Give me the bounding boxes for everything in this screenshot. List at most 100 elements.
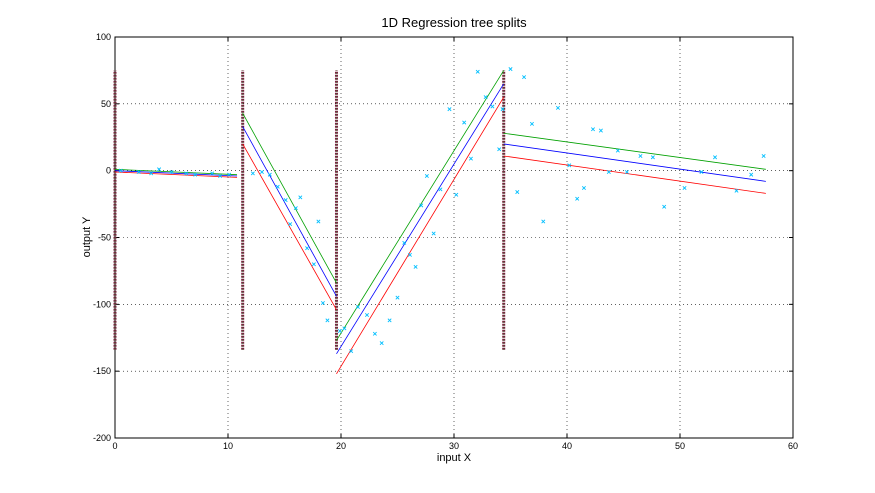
data-point: [349, 349, 354, 354]
data-point: [387, 318, 392, 323]
data-point: [395, 295, 400, 300]
data-point: [438, 187, 443, 192]
data-point: [227, 172, 232, 177]
data-point: [337, 329, 342, 334]
y-tick-label: -150: [93, 366, 111, 376]
chart-title: 1D Regression tree splits: [381, 15, 527, 30]
data-points: [118, 67, 766, 354]
data-point: [250, 171, 255, 176]
data-point: [407, 252, 412, 257]
data-point: [500, 107, 505, 112]
data-point: [490, 104, 495, 109]
data-point: [462, 120, 467, 125]
data-point: [567, 163, 572, 168]
data-point: [288, 222, 293, 227]
y-tick-label: -200: [93, 433, 111, 443]
x-axis-label: input X: [437, 452, 472, 464]
data-point: [342, 326, 347, 331]
data-point: [193, 172, 198, 177]
data-point: [267, 172, 272, 177]
data-point: [419, 203, 424, 208]
data-point: [275, 184, 280, 189]
data-point: [508, 67, 513, 72]
data-point: [169, 169, 174, 175]
data-point: [734, 188, 739, 193]
y-tick-label: -50: [98, 233, 111, 243]
x-tick-label: 60: [788, 441, 798, 451]
data-point: [581, 186, 586, 191]
data-point: [713, 155, 718, 160]
regression-line-blue: [503, 143, 766, 182]
data-point: [413, 264, 418, 269]
data-point: [157, 167, 162, 172]
data-point: [662, 204, 667, 209]
data-point: [149, 171, 154, 176]
regression-line-red: [242, 143, 337, 310]
data-point: [320, 300, 325, 306]
data-point: [590, 127, 596, 132]
regression-line-green: [114, 168, 238, 176]
data-point: [136, 169, 141, 175]
regression-line-red: [114, 171, 238, 178]
data-point: [522, 75, 527, 80]
data-point: [364, 313, 370, 318]
data-point: [483, 95, 488, 100]
data-point: [624, 169, 629, 175]
regression-line-blue: [336, 83, 505, 355]
regression-line-green: [336, 70, 505, 341]
data-point: [598, 128, 603, 133]
split-lines: [113, 70, 506, 350]
data-point: [424, 173, 429, 179]
regression-line-green: [242, 112, 337, 284]
data-point: [606, 169, 611, 175]
data-point: [210, 171, 215, 176]
y-tick-label: 0: [106, 166, 111, 176]
data-point: [541, 219, 546, 224]
data-point: [497, 147, 502, 152]
data-point: [431, 231, 436, 236]
regression-line-red: [336, 96, 505, 375]
regression-segments: [114, 70, 766, 375]
data-point: [638, 153, 643, 158]
y-tick-label: 50: [101, 99, 111, 109]
data-point: [372, 331, 377, 336]
data-point: [761, 153, 766, 158]
data-point: [575, 196, 580, 201]
x-tick-label: 40: [562, 441, 572, 451]
data-point: [749, 172, 754, 177]
y-tick-label: 100: [96, 32, 111, 42]
data-point: [283, 198, 288, 203]
data-point: [298, 195, 303, 200]
x-tick-label: 10: [223, 441, 233, 451]
data-point: [447, 107, 452, 112]
data-point: [699, 169, 704, 175]
x-axis-ticks: 0 10 20 30 40 50 60: [112, 37, 798, 451]
data-point: [218, 173, 223, 179]
x-tick-label: 20: [336, 441, 346, 451]
data-point: [355, 304, 360, 310]
data-point: [555, 105, 560, 110]
data-point: [650, 155, 655, 160]
x-tick-label: 30: [449, 441, 459, 451]
regression-line-red: [503, 155, 766, 194]
data-point: [682, 186, 687, 191]
x-tick-label: 0: [112, 441, 117, 451]
data-point: [475, 69, 480, 74]
data-point: [316, 219, 321, 224]
data-point: [118, 168, 123, 173]
data-point: [293, 206, 298, 211]
data-point: [379, 341, 384, 346]
grid-lines: [115, 37, 793, 438]
y-axis-label: output Y: [81, 216, 93, 257]
data-point: [259, 169, 264, 175]
data-point: [305, 246, 310, 251]
y-axis-ticks: -200 -150 -100 -50 0 50 100: [93, 32, 793, 443]
data-point: [184, 171, 189, 176]
data-point: [402, 240, 407, 245]
regression-line-green: [503, 132, 766, 170]
regression-line-blue: [242, 126, 337, 297]
x-tick-label: 50: [675, 441, 685, 451]
data-point: [515, 190, 520, 195]
data-point: [325, 318, 330, 323]
